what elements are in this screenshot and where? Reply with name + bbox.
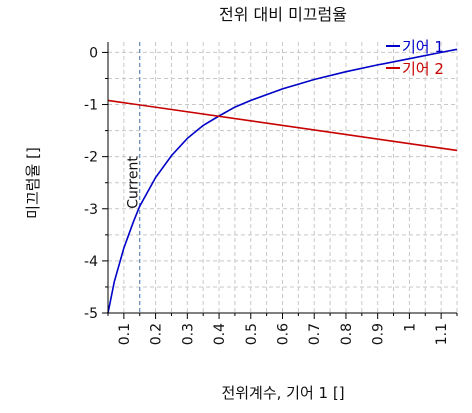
legend-label-1: 기어 1 xyxy=(402,38,444,56)
legend: 기어 1 기어 2 xyxy=(386,38,444,78)
y-tick-label: -5 xyxy=(84,306,98,322)
chart-title: 전위 대비 미끄럼율 xyxy=(219,5,347,24)
grid xyxy=(107,42,458,314)
x-tick-label: 1.1 xyxy=(434,323,450,345)
legend-label-2: 기어 2 xyxy=(402,60,444,78)
y-tick-label: -4 xyxy=(84,254,98,270)
y-tick-label: -2 xyxy=(84,150,98,166)
x-ticks: 0.1 0.2 0.3 0.4 0.5 0.6 0.7 0.8 0.9 1 1.1 xyxy=(107,313,458,345)
x-tick-label: 0.3 xyxy=(180,323,196,345)
x-tick-label: 0.2 xyxy=(149,323,165,345)
x-tick-label: 0.1 xyxy=(117,323,133,345)
current-marker-label: Current xyxy=(126,156,142,209)
x-tick-label: 0.8 xyxy=(339,323,355,345)
y-tick-label: 0 xyxy=(89,45,98,61)
series-line-2 xyxy=(107,99,458,152)
x-axis-label: 전위계수, 기어 1 [] xyxy=(221,384,344,402)
y-ticks: 0 -1 -2 -3 -4 -5 xyxy=(84,45,108,322)
x-tick-label: 1 xyxy=(402,323,418,332)
x-tick-label: 0.5 xyxy=(244,323,260,345)
y-axis-label: 미끄럼율 [] xyxy=(24,147,42,219)
x-tick-label: 0.9 xyxy=(371,323,387,345)
x-tick-label: 0.6 xyxy=(276,323,292,345)
x-tick-label: 0.4 xyxy=(212,323,228,345)
y-tick-label: -1 xyxy=(84,98,98,114)
y-tick-label: -3 xyxy=(84,202,98,218)
x-tick-label: 0.7 xyxy=(307,323,323,345)
series-layer xyxy=(107,48,458,314)
